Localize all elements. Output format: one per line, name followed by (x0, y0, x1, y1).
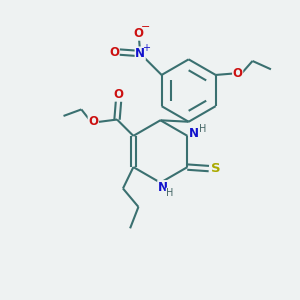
Text: −: − (141, 22, 150, 32)
Text: H: H (166, 188, 174, 198)
Text: O: O (134, 27, 144, 40)
Text: O: O (109, 46, 119, 59)
Text: S: S (211, 162, 220, 175)
Text: N: N (158, 181, 168, 194)
Text: O: O (88, 115, 98, 128)
Text: N: N (189, 127, 199, 140)
Text: O: O (233, 67, 243, 80)
Text: N: N (135, 47, 145, 60)
Text: H: H (199, 124, 207, 134)
Text: +: + (142, 43, 150, 53)
Text: O: O (113, 88, 124, 101)
